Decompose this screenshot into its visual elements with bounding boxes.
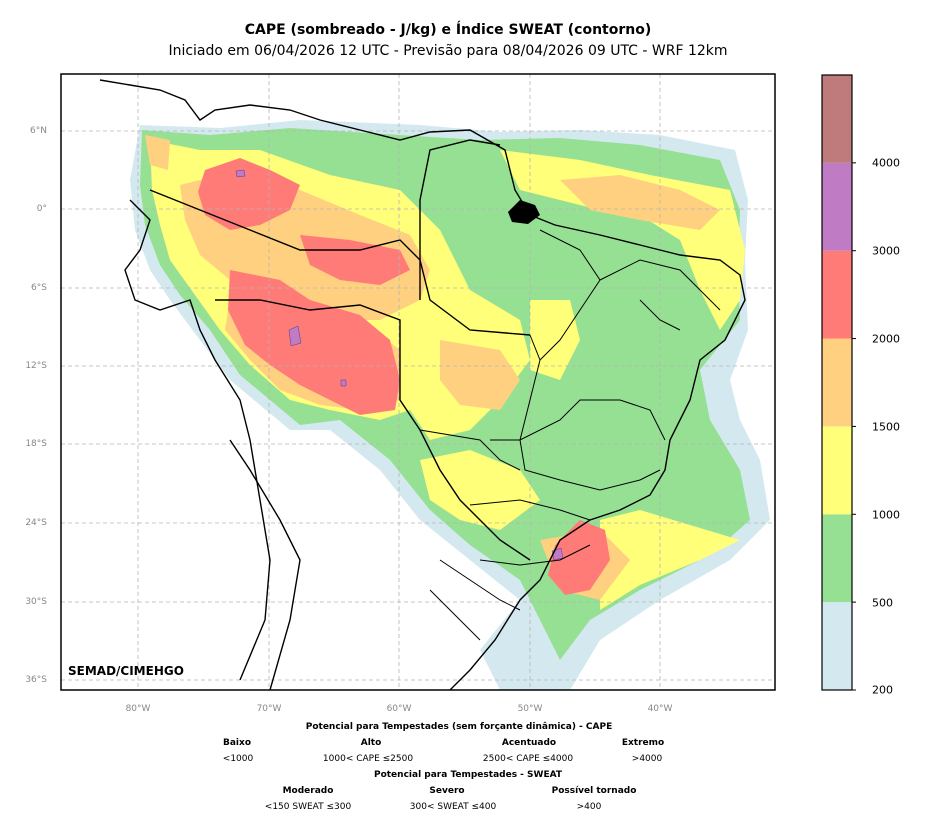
lat-label-0: 0° [36, 204, 47, 214]
colorbar-label-3000: 3000 [872, 244, 900, 258]
colorbar-label-500: 500 [872, 596, 893, 610]
lon-label-50w: 50°W [517, 704, 543, 714]
colorbar [821, 74, 856, 691]
colorbar-label-200: 200 [872, 683, 893, 697]
sweat-range-severo: 300< SWEAT ≤400 [409, 802, 497, 812]
lon-label-60w: 60°W [386, 704, 412, 714]
map-frame [60, 73, 776, 691]
colorbar-segment [822, 75, 852, 163]
lat-label-6s: 6°S [31, 283, 47, 293]
cape-2000-3000-shading [198, 158, 610, 595]
colorbar-segment [822, 426, 852, 515]
cape-range-baixo: <1000 [222, 754, 254, 764]
colorbar-label-4000: 4000 [872, 156, 900, 170]
graticule [61, 74, 775, 690]
chart-title: CAPE (sombreado - J/kg) e Índice SWEAT (… [244, 22, 652, 38]
colorbar-segment [822, 338, 852, 427]
sweat-range-moderado: <150 SWEAT ≤300 [264, 802, 352, 812]
lat-label-12s: 12°S [25, 361, 47, 371]
marajo-island [508, 200, 540, 224]
chart-subtitle: Iniciado em 06/04/2026 12 UTC - Previsão… [168, 43, 728, 59]
colorbar-segment [822, 514, 852, 603]
lon-label-40w: 40°W [647, 704, 673, 714]
colorbar-segment [822, 162, 852, 251]
map-plot-area [61, 74, 775, 690]
colorbar-segment [822, 602, 852, 690]
cape-range-acentuado: 2500< CAPE ≤4000 [482, 754, 574, 764]
sweat-level-severo: Severo [429, 786, 465, 796]
lat-label-6n: 6°N [30, 126, 47, 136]
cape-level-extremo: Extremo [621, 738, 665, 748]
cape-level-alto: Alto [360, 738, 382, 748]
cape-level-acentuado: Acentuado [501, 738, 557, 748]
colorbar-frame [821, 74, 853, 691]
colorbar-label-1000: 1000 [872, 508, 900, 522]
cape-range-extremo: >4000 [631, 754, 663, 764]
sweat-level-moderado: Moderado [282, 786, 334, 796]
state-borders [419, 229, 721, 641]
lon-label-70w: 70°W [256, 704, 282, 714]
sweat-range-tornado: >400 [576, 802, 602, 812]
lat-label-18s: 18°S [25, 439, 47, 449]
credit-label: SEMAD/CIMEHGO [68, 664, 184, 678]
sweat-level-tornado: Possível tornado [551, 786, 637, 796]
colorbar-label-2000: 2000 [872, 332, 900, 346]
sweat-legend-title: Potencial para Tempestades - SWEAT [373, 770, 563, 780]
lon-label-80w: 80°W [125, 704, 151, 714]
colorbar-label-1500: 1500 [872, 420, 900, 434]
lat-label-30s: 30°S [25, 597, 47, 607]
cape-legend-title: Potencial para Tempestades (sem forçante… [305, 722, 613, 732]
cape-level-baixo: Baixo [222, 738, 252, 748]
colorbar-segment [822, 250, 852, 339]
cape-range-alto: 1000< CAPE ≤2500 [322, 754, 414, 764]
lat-label-36s: 36°S [25, 675, 47, 685]
cape-3000-4000-shading [235, 169, 564, 561]
lat-label-24s: 24°S [25, 518, 47, 528]
